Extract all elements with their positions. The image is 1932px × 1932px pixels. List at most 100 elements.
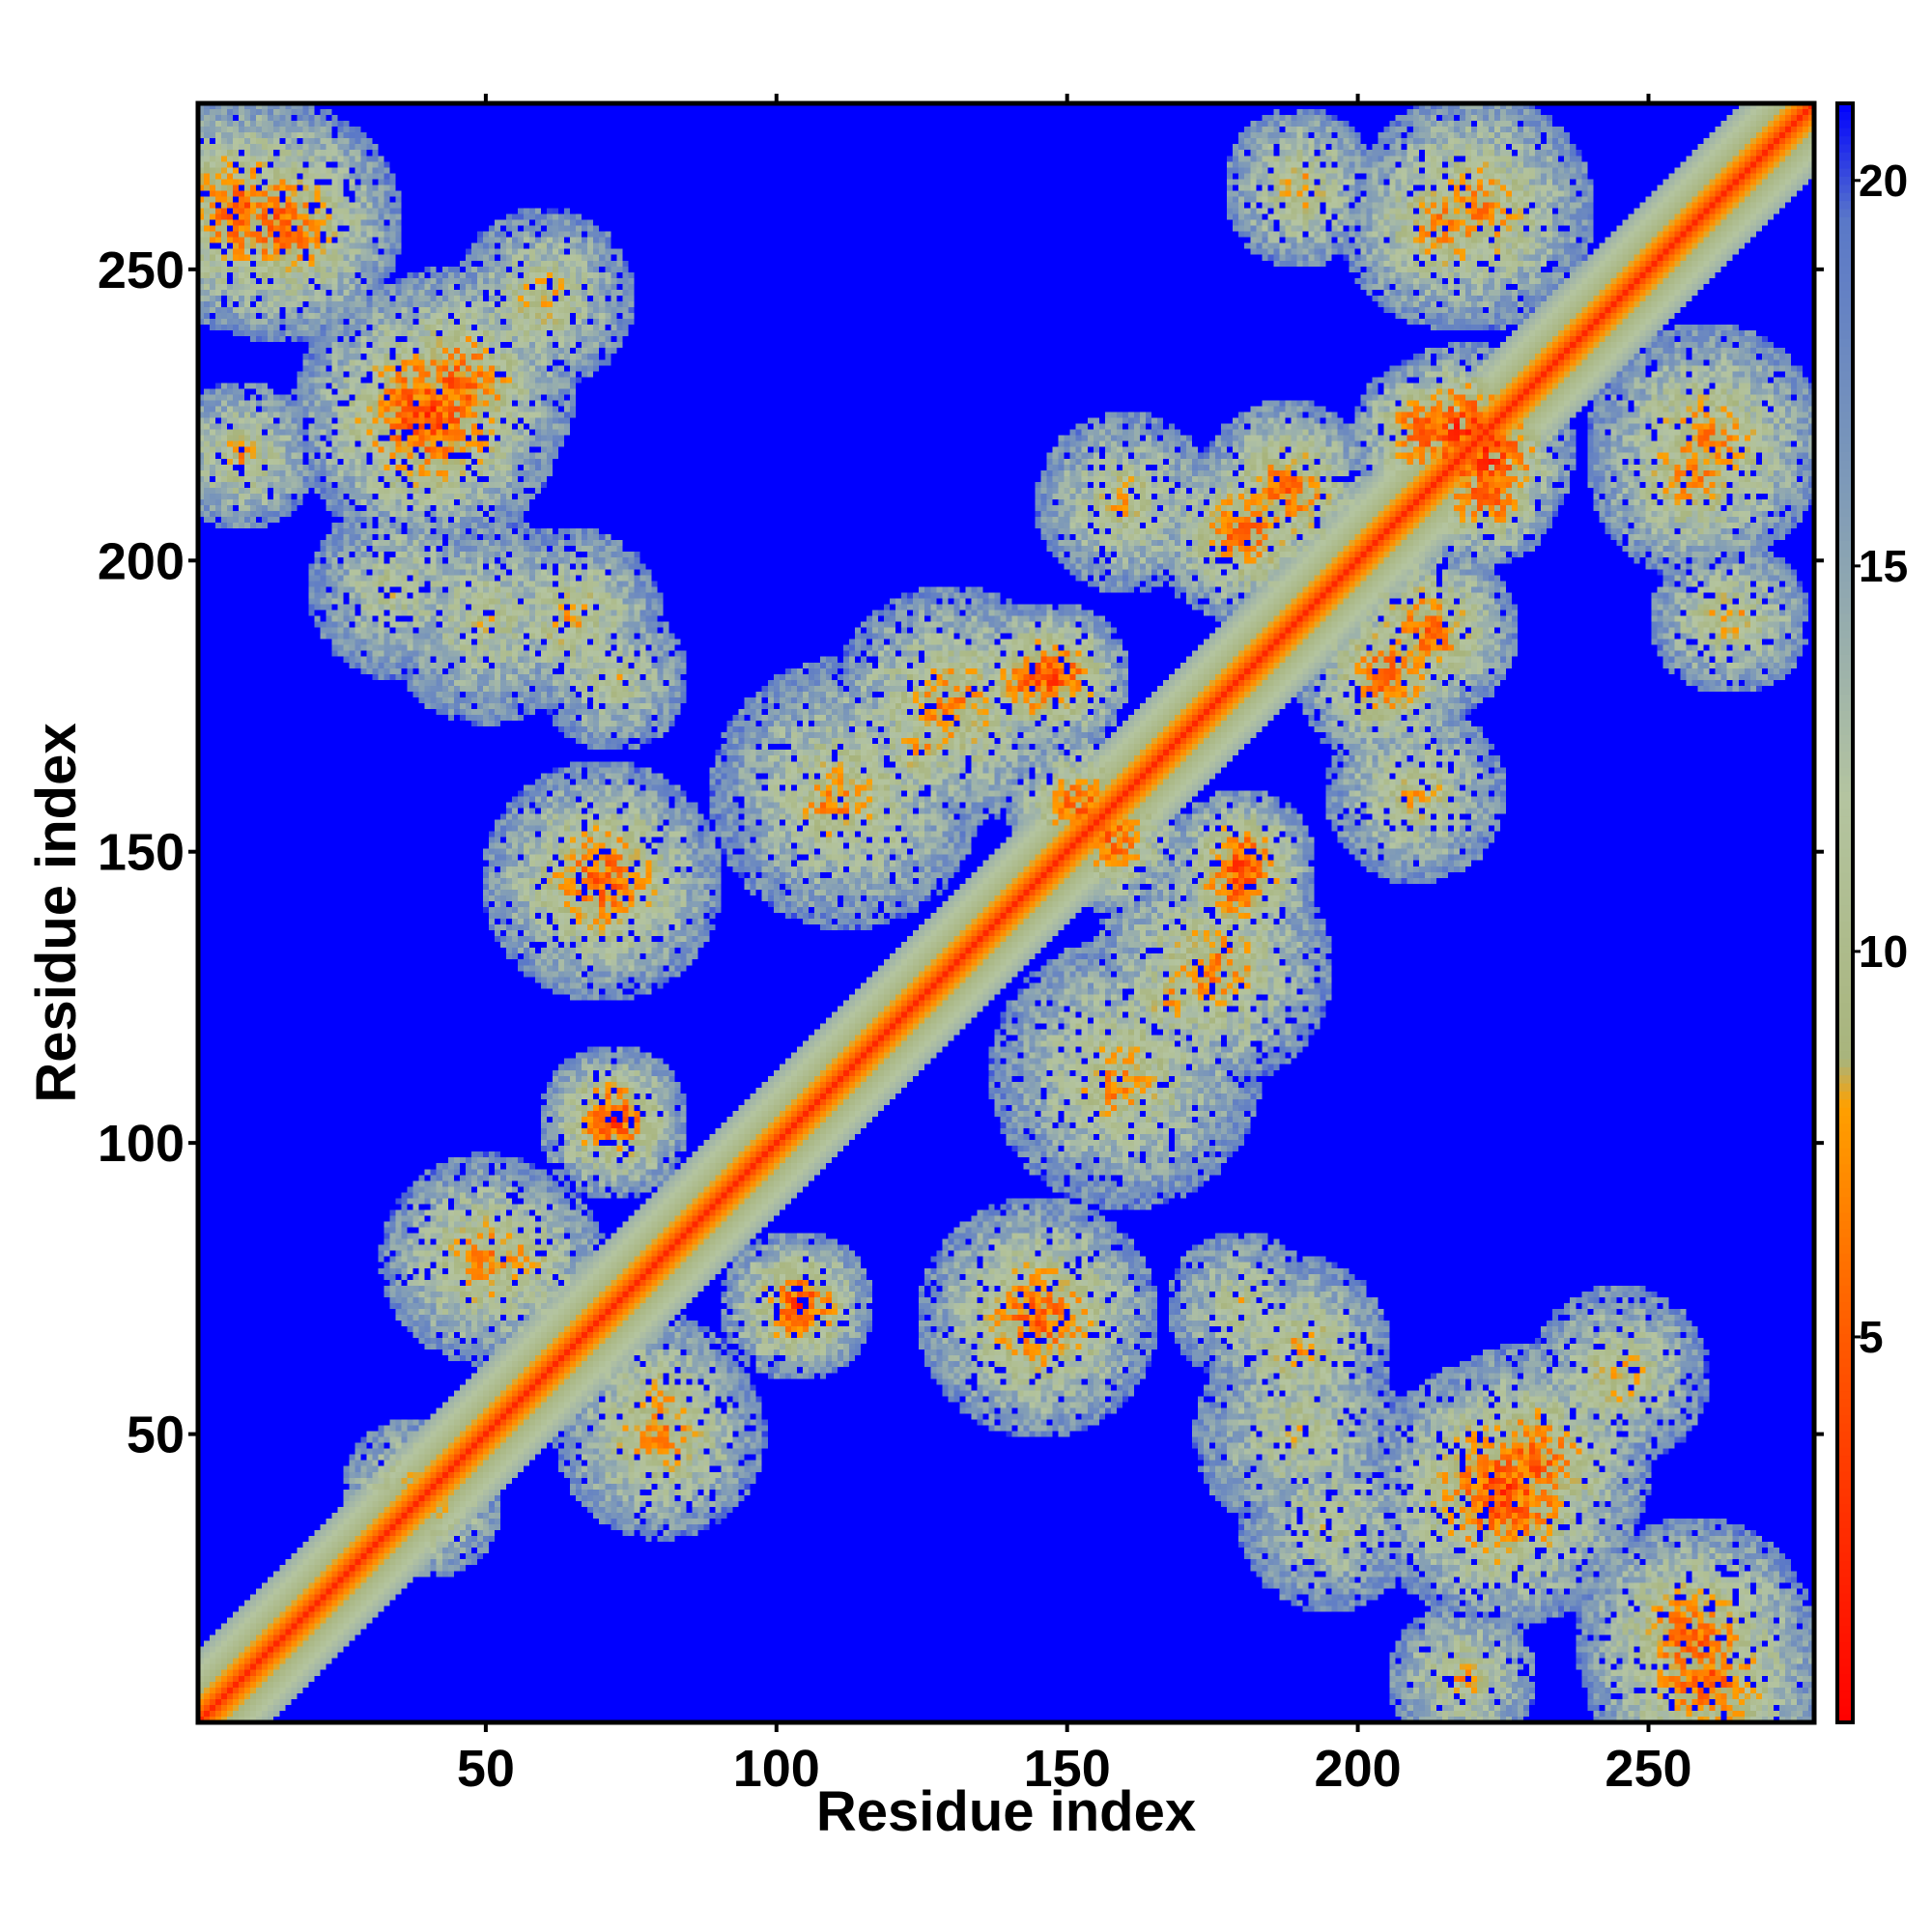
colorbar-segment bbox=[1837, 111, 1853, 121]
colorbar-segment bbox=[1837, 1244, 1853, 1254]
colorbar-segment bbox=[1837, 782, 1853, 792]
colorbar-segment bbox=[1837, 362, 1853, 372]
colorbar-segment bbox=[1837, 888, 1853, 897]
colorbar-segment bbox=[1837, 815, 1853, 825]
colorbar-segment bbox=[1837, 1293, 1853, 1302]
colorbar-segment bbox=[1837, 1342, 1853, 1351]
y-tick-label: 250 bbox=[98, 242, 185, 299]
colorbar-segment bbox=[1837, 532, 1853, 542]
colorbar-segment bbox=[1837, 921, 1853, 930]
colorbar-segment bbox=[1837, 985, 1853, 995]
colorbar-segment bbox=[1837, 1074, 1853, 1084]
colorbar-segment bbox=[1837, 839, 1853, 849]
colorbar-segment bbox=[1837, 322, 1853, 331]
y-axis: 50 100 150 200 250 bbox=[98, 242, 1824, 1464]
colorbar-segment bbox=[1837, 1357, 1853, 1367]
colorbar-segment bbox=[1837, 1268, 1853, 1278]
colorbar-segment bbox=[1837, 913, 1853, 922]
colorbar-segment bbox=[1837, 743, 1853, 752]
colorbar-segment bbox=[1837, 1552, 1853, 1561]
colorbar-segment bbox=[1837, 645, 1853, 655]
x-axis-title: Residue index bbox=[816, 1780, 1196, 1843]
colorbar-segment bbox=[1837, 305, 1853, 315]
colorbar-segment bbox=[1837, 767, 1853, 777]
colorbar-segment bbox=[1837, 1455, 1853, 1464]
x-tick-label: 50 bbox=[457, 1740, 515, 1798]
colorbar-segment bbox=[1837, 386, 1853, 396]
colorbar-segment bbox=[1837, 1285, 1853, 1294]
colorbar-segment bbox=[1837, 808, 1853, 817]
colorbar-segment bbox=[1837, 354, 1853, 363]
colorbar-segment bbox=[1837, 241, 1853, 250]
colorbar-segment bbox=[1837, 119, 1853, 128]
colorbar-segment bbox=[1837, 677, 1853, 687]
colorbar-segment bbox=[1837, 1617, 1853, 1627]
heatmap-image bbox=[198, 103, 1814, 1722]
colorbar-segment bbox=[1837, 556, 1853, 566]
colorbar-segment bbox=[1837, 540, 1853, 550]
x-tick-label: 100 bbox=[733, 1740, 820, 1798]
colorbar-segment bbox=[1837, 1406, 1853, 1416]
colorbar-segment bbox=[1837, 135, 1853, 145]
colorbar-segment bbox=[1837, 1098, 1853, 1108]
colorbar-segment bbox=[1837, 1568, 1853, 1577]
colorbar-segment bbox=[1837, 176, 1853, 185]
colorbar-segment bbox=[1837, 758, 1853, 768]
colorbar-segment bbox=[1837, 248, 1853, 258]
colorbar-segment bbox=[1837, 928, 1853, 938]
colorbar-segment bbox=[1837, 1009, 1853, 1019]
colorbar-segment bbox=[1837, 718, 1853, 727]
colorbar-segment bbox=[1837, 1390, 1853, 1400]
colorbar-segment bbox=[1837, 1252, 1853, 1262]
colorbar-segment bbox=[1837, 1277, 1853, 1287]
colorbar-segment bbox=[1837, 1333, 1853, 1343]
heatmap-cells bbox=[198, 103, 1814, 1722]
colorbar-segment bbox=[1837, 192, 1853, 202]
colorbar-segment bbox=[1837, 499, 1853, 509]
colorbar-segment bbox=[1837, 1026, 1853, 1036]
colorbar-segment bbox=[1837, 1601, 1853, 1610]
colorbar-segment bbox=[1837, 272, 1853, 282]
colorbar-segment bbox=[1837, 313, 1853, 323]
colorbar-segment bbox=[1837, 1050, 1853, 1060]
colorbar-segment bbox=[1837, 435, 1853, 444]
colorbar-segment bbox=[1837, 856, 1853, 866]
colorbar-segment bbox=[1837, 1179, 1853, 1189]
colorbar-segment bbox=[1837, 1228, 1853, 1237]
colorbar-segment bbox=[1837, 864, 1853, 873]
x-axis: 50 100 150 200 250 bbox=[457, 94, 1692, 1798]
colorbar-segment bbox=[1837, 1382, 1853, 1392]
colorbar-segment bbox=[1837, 1017, 1853, 1027]
colorbar-segment bbox=[1837, 1301, 1853, 1311]
colorbar-segment bbox=[1837, 775, 1853, 784]
y-tick-label: 100 bbox=[98, 1115, 185, 1173]
colorbar-segment bbox=[1837, 508, 1853, 517]
colorbar-segment bbox=[1837, 1463, 1853, 1472]
colorbar-segment bbox=[1837, 1536, 1853, 1546]
x-tick-label: 200 bbox=[1315, 1740, 1402, 1798]
colorbar-segment bbox=[1837, 143, 1853, 153]
colorbar-segment bbox=[1837, 1560, 1853, 1570]
colorbar-segment bbox=[1837, 791, 1853, 801]
colorbar-segment bbox=[1837, 289, 1853, 298]
colorbar-segment bbox=[1837, 1139, 1853, 1149]
colorbar-segment bbox=[1837, 653, 1853, 663]
colorbar-segment bbox=[1837, 329, 1853, 339]
colorbar-segment bbox=[1837, 1608, 1853, 1618]
colorbar-segment bbox=[1837, 1649, 1853, 1659]
colorbar-segment bbox=[1837, 1577, 1853, 1586]
colorbar-segment bbox=[1837, 832, 1853, 841]
plot-frame bbox=[195, 100, 1817, 1725]
colorbar-segment bbox=[1837, 597, 1853, 607]
colorbar-segment bbox=[1837, 1148, 1853, 1156]
colorbar-segment bbox=[1837, 1091, 1853, 1100]
colorbar-segment bbox=[1837, 847, 1853, 857]
colorbar-segment bbox=[1837, 621, 1853, 631]
colorbar-segment bbox=[1837, 952, 1853, 962]
colorbar-segment bbox=[1837, 548, 1853, 557]
colorbar-segment bbox=[1837, 751, 1853, 760]
colorbar-segment bbox=[1837, 969, 1853, 979]
colorbar-segment bbox=[1837, 1641, 1853, 1651]
colorbar-segment bbox=[1837, 1690, 1853, 1699]
